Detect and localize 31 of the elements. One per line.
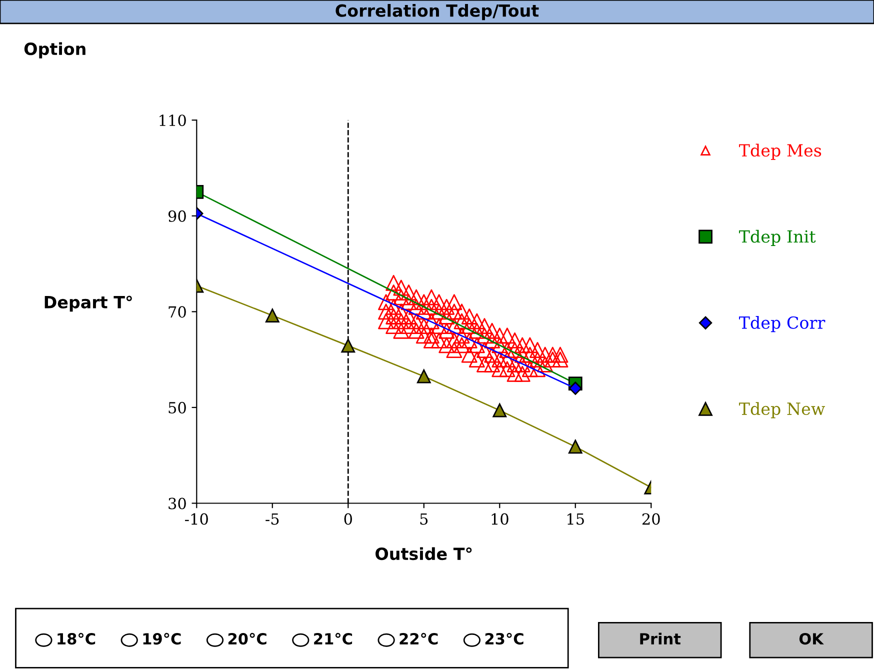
x-tick-label: -5 (266, 513, 279, 525)
x-axis-title: Outside T° (376, 547, 472, 560)
text: 20°C (228, 632, 266, 645)
y-tick-label: 90 (168, 210, 186, 222)
text: 23°C (485, 632, 524, 645)
point (568, 440, 582, 454)
text: 18°C (58, 632, 96, 645)
x-tick-label: -10 (185, 513, 208, 525)
x-tick-label: 10 (492, 513, 508, 525)
legend-label: Tdep Mes (739, 144, 822, 160)
y-tick-label: 30 (168, 498, 186, 510)
legend-label: Tdep New (739, 402, 825, 418)
text: OK (799, 633, 824, 645)
text: Option (24, 42, 86, 58)
point (492, 403, 507, 418)
y-tick-label: 110 (160, 114, 186, 126)
y-axis-title: Depart T° (44, 296, 132, 312)
x-tick-label: 0 (344, 513, 352, 525)
y-tick-label: 70 (168, 306, 186, 318)
legend-label: Tdep Init (739, 230, 816, 246)
text: 22°C (400, 632, 438, 645)
x-tick-label: 15 (568, 513, 584, 525)
chart-title: Correlation Tdep/Tout (336, 4, 539, 20)
y-tick-label: 50 (168, 402, 186, 414)
text: 21°C (314, 632, 352, 645)
x-tick-label: 20 (642, 513, 660, 525)
text: Print (640, 632, 681, 644)
text: 19°C (143, 632, 181, 645)
x-tick-label: 5 (420, 513, 428, 525)
point (416, 369, 431, 384)
legend-label: Tdep Corr (739, 316, 826, 332)
